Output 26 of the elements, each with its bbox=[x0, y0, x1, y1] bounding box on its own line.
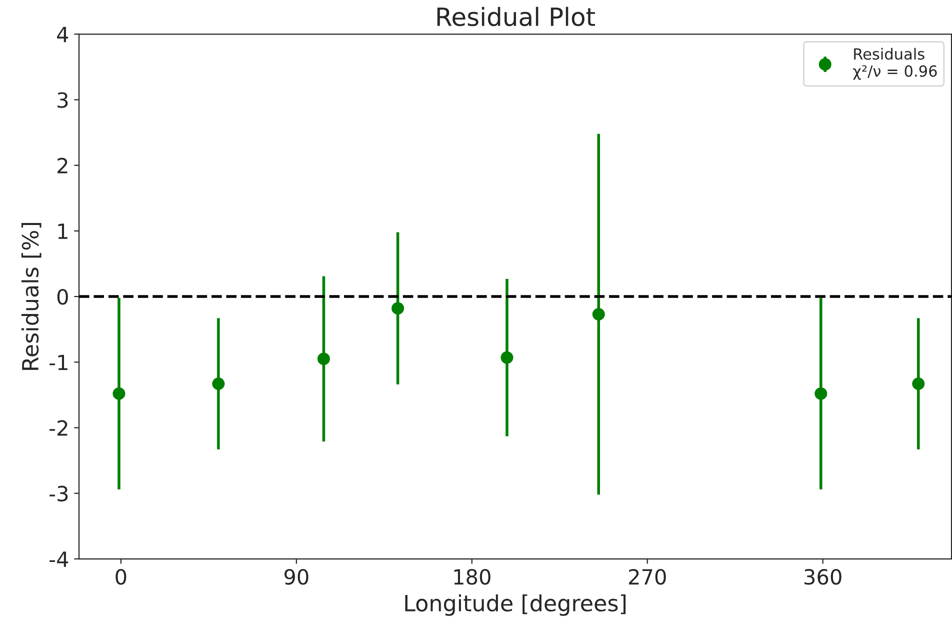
y-tick-label: -1 bbox=[50, 354, 68, 370]
point bbox=[112, 387, 126, 400]
y-tick-label: 1 bbox=[58, 224, 68, 239]
x-tick-label: 360 bbox=[804, 568, 842, 585]
y-tick-label: -3 bbox=[50, 486, 68, 502]
chart-title: Residual Plot bbox=[437, 6, 595, 26]
point bbox=[814, 387, 828, 400]
x-tick-label: 90 bbox=[284, 568, 308, 585]
x-tick-label: 270 bbox=[629, 568, 666, 585]
x-axis-title: Longitude [degrees] bbox=[405, 594, 626, 616]
point bbox=[912, 378, 925, 390]
x-tick-label: 180 bbox=[454, 568, 490, 585]
y-tick-label: -4 bbox=[50, 552, 68, 567]
point bbox=[212, 378, 225, 390]
legend-label: Residuals χ²/ν = 0.96 bbox=[853, 48, 937, 80]
x-tick-label: 0 bbox=[116, 568, 126, 585]
y-tick-label: -2 bbox=[50, 420, 68, 436]
point bbox=[392, 302, 404, 315]
point bbox=[592, 308, 605, 320]
y-tick-label: 4 bbox=[57, 26, 68, 42]
point bbox=[500, 351, 514, 364]
y-tick-label: 3 bbox=[58, 92, 68, 108]
y-tick-label: 2 bbox=[58, 158, 68, 174]
y-axis-title: Residuals [%] bbox=[21, 222, 42, 370]
point bbox=[317, 352, 330, 366]
y-tick-label: 0 bbox=[57, 288, 68, 305]
